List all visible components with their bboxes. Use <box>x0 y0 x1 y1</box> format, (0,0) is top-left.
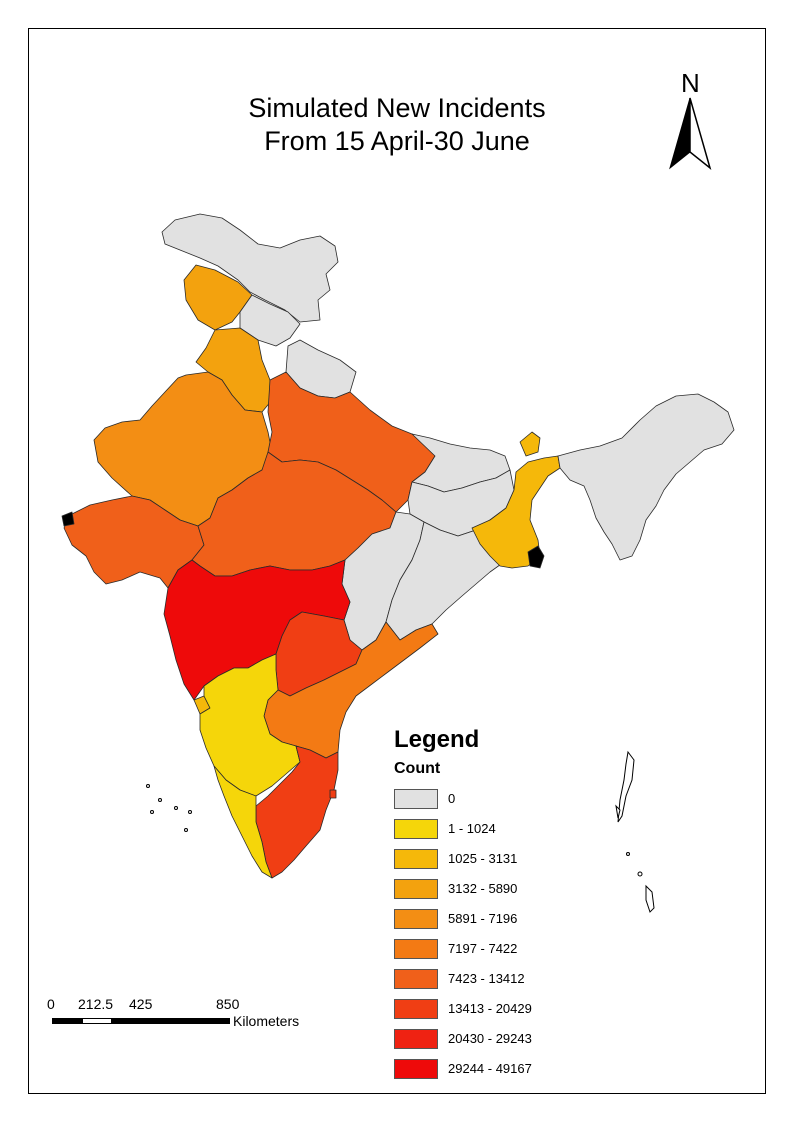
legend-swatch <box>394 819 438 839</box>
legend: Legend Count 0 1 - 1024 1025 - 3131 3132 - … <box>394 726 532 1079</box>
legend-label: 1025 - 3131 <box>448 851 518 866</box>
scale-bar: 0 212.5 425 850 Kilometers <box>47 996 312 1036</box>
region-sikkim <box>519 431 541 457</box>
region-himachal <box>239 294 301 347</box>
region-gujarat-coast <box>61 511 75 527</box>
scale-segment <box>112 1018 142 1024</box>
north-label: N <box>681 68 700 98</box>
region-west-bengal <box>471 455 561 569</box>
legend-label: 5891 - 7196 <box>448 911 518 926</box>
map-frame <box>28 28 766 1094</box>
north-arrow-icon <box>669 97 712 171</box>
title-line-2: From 15 April-30 June <box>264 126 530 156</box>
title-line-1: Simulated New Incidents <box>248 93 546 123</box>
region-puducherry <box>329 789 337 799</box>
scale-segment <box>52 1018 82 1024</box>
scale-segment <box>82 1018 112 1024</box>
scale-tick: 425 <box>129 996 153 1012</box>
region-punjab <box>183 264 253 331</box>
map-title: Simulated New Incidents From 15 April-30… <box>0 92 794 158</box>
legend-label: 7197 - 7422 <box>448 941 518 956</box>
legend-swatch <box>394 909 438 929</box>
scale-tick: 212.5 <box>78 996 114 1012</box>
region-northeast <box>557 393 735 561</box>
legend-label: 29244 - 49167 <box>448 1061 532 1076</box>
legend-swatch <box>394 939 438 959</box>
legend-label: 13413 - 20429 <box>448 1001 532 1016</box>
scale-units: Kilometers <box>233 1013 300 1029</box>
andaman-nicobar-islands <box>615 750 655 913</box>
region-jammu-kashmir <box>161 213 339 323</box>
legend-subtitle: Count <box>394 760 441 777</box>
legend-label: 7423 - 13412 <box>448 971 525 986</box>
lakshadweep-islands <box>146 784 192 832</box>
region-kerala <box>213 765 273 879</box>
legend-swatch <box>394 1059 438 1079</box>
legend-swatch <box>394 789 438 809</box>
legend-swatch <box>394 1029 438 1049</box>
legend-swatch <box>394 969 438 989</box>
legend-label: 20430 - 29243 <box>448 1031 532 1046</box>
legend-title: Legend <box>394 726 480 753</box>
legend-swatch <box>394 879 438 899</box>
region-tamil-nadu <box>255 745 339 879</box>
legend-label: 0 <box>448 791 456 806</box>
scale-segment <box>142 1018 230 1024</box>
scale-tick: 0 <box>47 996 55 1012</box>
legend-swatch <box>394 999 438 1019</box>
legend-label: 1 - 1024 <box>448 821 496 836</box>
legend-label: 3132 - 5890 <box>448 881 518 896</box>
scale-tick: 850 <box>216 996 240 1012</box>
legend-swatch <box>394 849 438 869</box>
region-sundarbans <box>527 545 545 569</box>
